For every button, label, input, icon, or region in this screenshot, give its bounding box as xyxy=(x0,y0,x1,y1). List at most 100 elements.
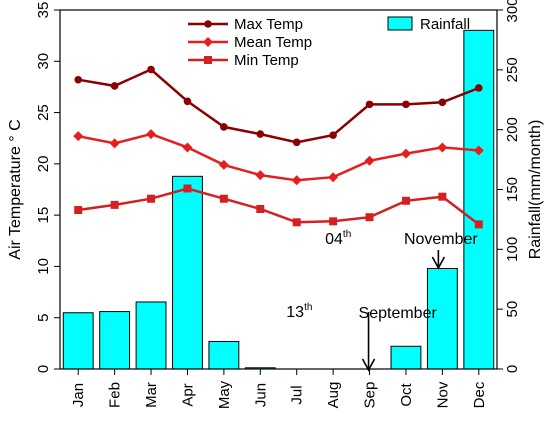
legend-marker-min-temp xyxy=(204,56,212,64)
mean-temp-point-apr xyxy=(182,142,193,153)
max-temp-point-may xyxy=(220,123,228,131)
x-tick-label: Oct xyxy=(398,383,415,407)
x-tick-label: Nov xyxy=(434,381,451,408)
annotation-13th: 13th xyxy=(286,302,312,321)
max-temp-point-mar xyxy=(147,65,155,74)
right-tick-label: 300 xyxy=(504,0,521,23)
mean-temp-point-aug xyxy=(328,172,339,183)
mean-temp-point-sep xyxy=(364,155,375,166)
min-temp-point-oct xyxy=(401,196,410,205)
mean-temp-point-oct xyxy=(400,148,411,159)
x-tick-label: May xyxy=(216,380,233,409)
left-tick-label: 15 xyxy=(35,207,52,224)
legend-label-rainfall: Rainfall xyxy=(420,16,470,33)
annotation-september-text: September xyxy=(359,305,438,322)
legend-label-min-temp: Min Temp xyxy=(234,52,299,69)
annotation-september: September xyxy=(359,305,438,322)
rainfall-bar-jan xyxy=(62,312,94,370)
legend-label-max-temp: Max Temp xyxy=(234,16,303,33)
max-temp-point-oct xyxy=(402,100,410,109)
max-temp-point-dec xyxy=(474,84,483,92)
right-tick-label: 0 xyxy=(504,365,521,373)
x-tick-label: Aug xyxy=(325,382,342,409)
right-tick-label: 50 xyxy=(504,301,521,318)
max-temp-point-aug xyxy=(329,131,337,139)
min-temp-point-apr xyxy=(183,184,192,193)
rainfall-bar-mar xyxy=(135,301,167,370)
annotation-november: November xyxy=(404,231,478,248)
mean-temp-point-feb xyxy=(109,138,120,149)
x-tick-label: Feb xyxy=(107,382,124,408)
max-temp-point-jan xyxy=(74,75,83,84)
rainfall-bar-apr xyxy=(172,175,203,370)
y-axis-title: Air Temperature ° C xyxy=(7,119,24,259)
annotation-13th-sup: th xyxy=(304,302,312,313)
annotation-13th-text: 13 xyxy=(286,304,304,321)
min-temp-line xyxy=(78,187,480,226)
mean-temp-line xyxy=(77,132,479,182)
legend-marker-max-temp xyxy=(204,20,212,28)
annotation-november-arrow-head xyxy=(431,256,446,270)
legend-marker-mean-temp xyxy=(203,37,213,47)
left-tick-label: 35 xyxy=(35,2,52,19)
legend-swatch-rainfall xyxy=(387,16,413,31)
left-tick-label: 25 xyxy=(35,104,52,121)
right-tick-label: 100 xyxy=(504,237,521,262)
right-tick-label: 250 xyxy=(504,57,521,82)
left-tick-label: 0 xyxy=(35,365,52,373)
annotation-04th-sup: th xyxy=(343,229,351,240)
min-temp-point-jul xyxy=(292,218,301,227)
mean-temp-point-nov xyxy=(437,142,448,153)
legend-label-mean-temp: Mean Temp xyxy=(234,34,312,51)
x-tick-label: Jul xyxy=(289,385,306,404)
max-temp-point-nov xyxy=(438,98,447,107)
max-temp-point-jul xyxy=(292,138,301,147)
axes: 0 5 10 15 20 25 30 35 0 50 100 150 200 250 300 Jan Feb Ma… xyxy=(7,0,544,409)
x-tick-label: Jan xyxy=(70,383,87,407)
left-tick-label: 5 xyxy=(35,314,52,322)
min-temp-point-mar xyxy=(147,194,156,203)
min-temp-point-jun xyxy=(256,204,265,213)
mean-temp-point-may xyxy=(218,159,229,170)
x-tick-label: Jun xyxy=(252,383,269,407)
max-temp-point-jun xyxy=(256,130,265,138)
mean-temp-point-jan xyxy=(73,131,84,142)
y-axis-right-title: Rainfall(mm/month) xyxy=(527,120,544,260)
max-temp-point-sep xyxy=(365,100,374,109)
left-tick-label: 20 xyxy=(35,156,52,173)
min-temp-point-dec xyxy=(474,220,483,229)
annotation-september-arrow-head xyxy=(361,358,376,372)
rainfall-bar-dec xyxy=(463,29,495,370)
rainfall-bar-feb xyxy=(99,311,131,370)
mean-temp-point-jun xyxy=(255,170,266,181)
mean-temp-point-jul xyxy=(291,175,302,186)
x-tick-label: Dec xyxy=(471,381,488,408)
annotation-november-text: November xyxy=(404,231,478,248)
max-temp-line xyxy=(77,68,480,144)
annotation-04th-text: 04 xyxy=(325,231,343,248)
left-tick-label: 10 xyxy=(35,258,52,275)
temperature-lines xyxy=(73,65,484,229)
rainfall-bar-may xyxy=(208,340,240,370)
min-temp-point-aug xyxy=(329,217,338,226)
x-tick-label: Sep xyxy=(362,382,379,409)
right-tick-label: 200 xyxy=(504,117,521,142)
annotation-04th: 04th xyxy=(325,229,351,248)
min-temp-point-may xyxy=(219,194,228,203)
min-temp-point-sep xyxy=(365,213,374,222)
max-temp-point-feb xyxy=(110,82,119,90)
right-tick-label: 150 xyxy=(504,177,521,202)
mean-temp-point-dec xyxy=(473,145,484,156)
x-tick-label: Apr xyxy=(179,383,196,406)
max-temp-point-apr xyxy=(183,97,192,106)
x-tick-label: Mar xyxy=(143,382,160,408)
rainfall-bars xyxy=(62,29,495,370)
rainfall-bar-oct xyxy=(390,345,422,370)
mean-temp-point-mar xyxy=(146,129,157,140)
min-temp-point-jan xyxy=(74,206,83,215)
left-tick-label: 30 xyxy=(35,53,52,70)
min-temp-point-feb xyxy=(110,200,119,209)
